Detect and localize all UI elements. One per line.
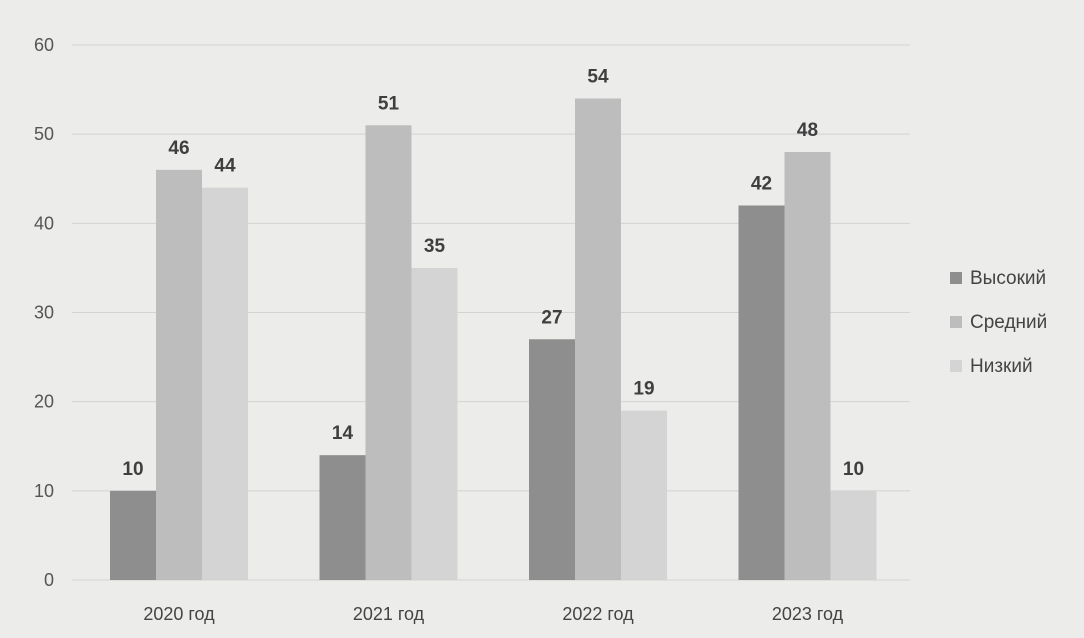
data-label: 14 (332, 423, 354, 444)
data-labels: 10 46 44 14 51 35 27 54 19 42 48 10 (122, 67, 864, 480)
y-tick-label: 10 (34, 481, 54, 501)
x-category-label: 2022 год (562, 604, 634, 624)
bar-Средний-2020 год (156, 169, 202, 581)
data-label: 19 (633, 379, 654, 400)
x-axis-categories: 2020 год 2021 год 2022 год 2023 год (143, 604, 843, 624)
data-label: 42 (751, 174, 772, 195)
data-label: 46 (168, 138, 189, 159)
legend-swatch (950, 360, 962, 372)
bars (110, 98, 877, 581)
data-label: 44 (214, 156, 236, 177)
legend-label: Средний (970, 312, 1047, 333)
data-label: 35 (424, 236, 446, 257)
data-label: 10 (843, 459, 864, 480)
bar-Средний-2022 год (575, 98, 621, 580)
data-label: 54 (587, 67, 609, 88)
x-category-label: 2020 год (143, 604, 215, 624)
bar-Высокий-2021 год (319, 455, 366, 580)
x-category-label: 2023 год (772, 604, 844, 624)
bar-Низкий-2022 год (621, 410, 667, 580)
legend-label: Высокий (970, 268, 1046, 289)
bar-Низкий-2023 год (830, 490, 877, 580)
y-axis-ticks: 0 10 20 30 40 50 60 (34, 35, 54, 590)
data-label: 27 (541, 307, 562, 328)
legend-swatch (950, 272, 962, 284)
y-tick-label: 30 (34, 303, 54, 323)
bar-Низкий-2020 год (202, 187, 248, 580)
y-tick-label: 50 (34, 124, 54, 144)
bar-Высокий-2023 год (738, 205, 785, 580)
data-label: 48 (797, 120, 818, 141)
bar-Средний-2023 год (784, 152, 831, 580)
x-category-label: 2021 год (353, 604, 425, 624)
bar-Средний-2021 год (365, 125, 412, 580)
bar-Низкий-2021 год (411, 267, 458, 580)
legend: Высокий Средний Низкий (950, 268, 1047, 377)
data-label: 51 (378, 93, 400, 114)
y-tick-label: 60 (34, 35, 54, 55)
y-tick-label: 40 (34, 213, 54, 233)
bar-Высокий-2020 год (110, 490, 156, 580)
y-tick-label: 0 (44, 570, 54, 590)
bar-Высокий-2022 год (529, 339, 575, 580)
legend-swatch (950, 316, 962, 328)
legend-label: Низкий (970, 356, 1033, 377)
data-label: 10 (122, 459, 143, 480)
y-tick-label: 20 (34, 392, 54, 412)
